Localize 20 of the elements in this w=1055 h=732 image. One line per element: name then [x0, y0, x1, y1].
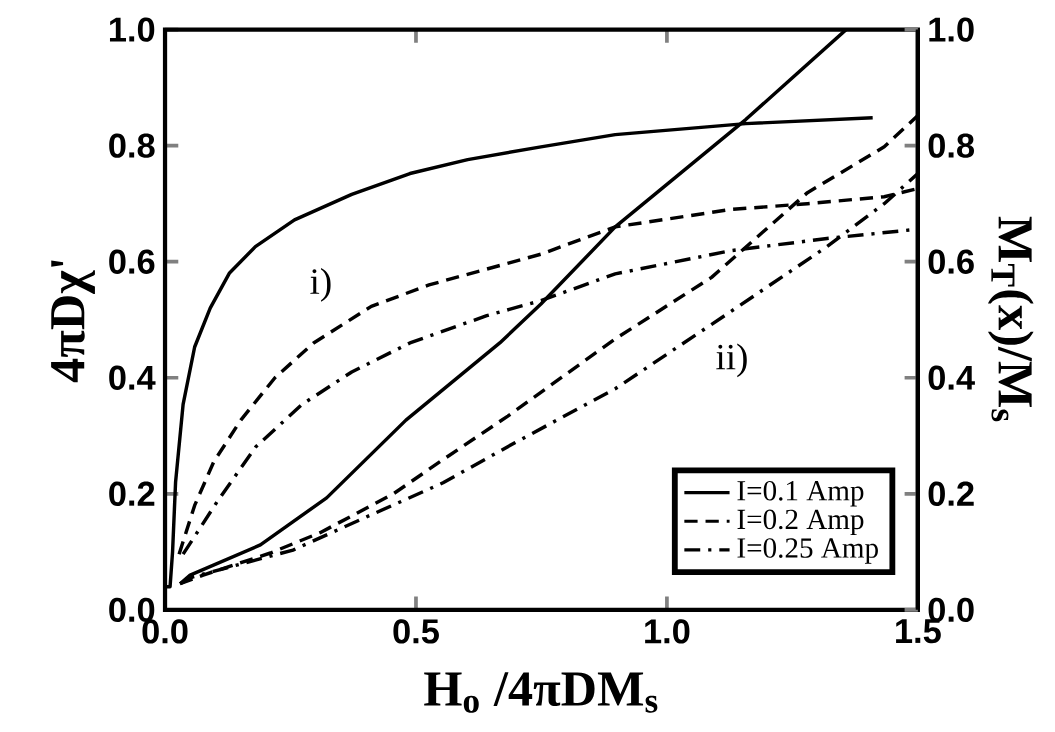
legend-label: I=0.2 Amp: [737, 509, 864, 536]
y2-tick-label: 1.0: [929, 17, 974, 42]
x-axis-title: H$_{o}$ /4πDM$_{s}$: [424, 672, 658, 713]
y2-tick-label: 0.8: [928, 133, 975, 158]
y2-tick-label: 0.2: [928, 481, 974, 507]
y2-tick-label: 0.6: [928, 249, 974, 274]
x-tick-label: 0.5: [393, 619, 439, 644]
annotation: ii): [716, 343, 747, 378]
legend-label: I=0.1 Amp: [737, 480, 864, 507]
y-tick-label: 0.6: [109, 249, 155, 274]
y-tick-label: 0.2: [109, 481, 155, 507]
annotation: i): [310, 268, 331, 302]
y-axis-title: 4πDχ': [51, 260, 95, 383]
y2-tick-label: 0.4: [928, 365, 975, 390]
y-tick-label: 1.0: [109, 17, 155, 42]
x-tick-label: 1.0: [645, 619, 690, 644]
legend-label: I=0.25 Amp: [737, 538, 878, 564]
y-tick-label: 0.8: [109, 133, 155, 158]
y2-axis-title: M$_{T}$(x)/M$_{s}$: [987, 216, 1034, 422]
y-tick-label: 0.4: [109, 365, 156, 390]
